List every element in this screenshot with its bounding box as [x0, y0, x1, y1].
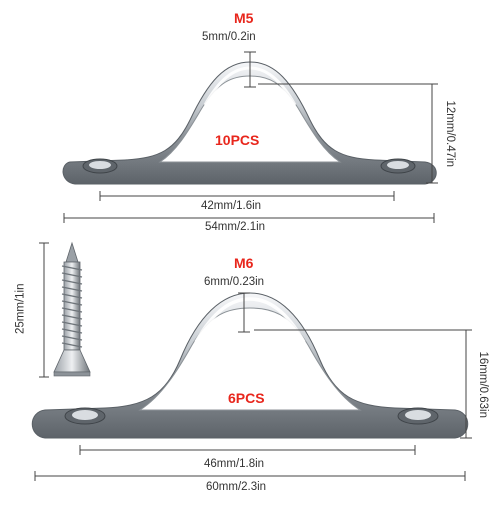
eye-strap-m5 [62, 61, 437, 185]
size-label-m5: M5 [234, 10, 254, 26]
height-label-m5: 12mm/0.47in [443, 100, 456, 167]
height-label-m6: 16mm/0.63in [476, 351, 489, 418]
dimension-lines-m6 [34, 292, 472, 481]
thickness-label-m6: 6mm/0.23in [204, 276, 265, 288]
hole-spacing-label-m5: 42mm/1.6in [201, 200, 262, 212]
quantity-label-m6: 6PCS [228, 390, 265, 406]
size-label-m6: M6 [234, 255, 254, 271]
dimension-lines-m5 [63, 51, 438, 223]
thickness-label-m5: 5mm/0.2in [202, 31, 256, 43]
dimension-line-screw [39, 242, 49, 378]
quantity-label-m5: 10PCS [215, 132, 260, 148]
screw-illustration [53, 241, 91, 377]
total-length-label-m6: 60mm/2.3in [206, 481, 267, 493]
eye-strap-m6 [31, 292, 469, 439]
screw-length-label: 25mm/1in [14, 283, 27, 335]
total-length-label-m5: 54mm/2.1in [205, 221, 266, 233]
hole-spacing-label-m6: 46mm/1.8in [204, 458, 265, 470]
